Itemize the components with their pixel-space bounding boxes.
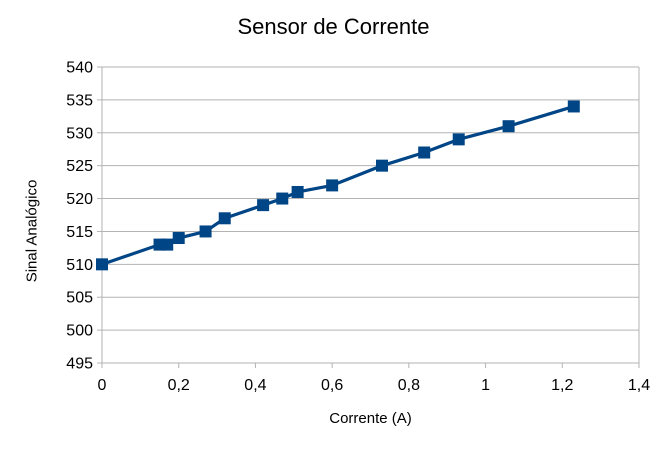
data-point (326, 179, 339, 192)
x-tick-label: 0,4 (244, 377, 266, 394)
x-tick-label: 0,2 (168, 377, 190, 394)
axes (97, 66, 640, 368)
y-tick-labels: 495 500 505 510 515 520 525 530 535 540 (66, 60, 93, 373)
y-tick-label: 520 (66, 191, 93, 208)
y-tick-label: 500 (66, 323, 93, 340)
y-tick-label: 525 (66, 158, 93, 175)
data-point (161, 238, 174, 251)
data-point (452, 133, 465, 146)
y-tick-label: 515 (66, 224, 93, 241)
gridlines (102, 66, 639, 364)
x-tick-label: 0 (98, 377, 107, 394)
data-point (376, 159, 389, 172)
y-axis-label: Sinal Analógico (23, 179, 41, 283)
data-point (567, 100, 580, 113)
y-tick-label: 505 (66, 290, 93, 307)
y-tick-label: 540 (66, 60, 93, 77)
y-tick-label: 535 (66, 92, 93, 109)
x-axis-label: Corrente (A) (329, 410, 412, 427)
data-point (199, 225, 212, 238)
data-point (218, 212, 231, 225)
y-tick-label: 510 (66, 257, 93, 274)
x-tick-label: 0,6 (321, 377, 343, 394)
data-point (502, 120, 515, 133)
x-tick-label: 0,8 (398, 377, 420, 394)
x-tick-label: 1,4 (628, 377, 650, 394)
x-tick-labels: 0 0,2 0,4 0,6 0,8 1 1,2 1,4 (98, 377, 651, 394)
series-group (96, 100, 580, 271)
x-tick-label: 1,2 (551, 377, 573, 394)
data-point (276, 192, 289, 205)
y-tick-label: 495 (66, 356, 93, 373)
data-point (291, 185, 304, 198)
data-point (96, 258, 108, 271)
y-tick-label: 530 (66, 125, 93, 142)
data-point (257, 199, 270, 212)
chart-title: Sensor de Corrente (237, 14, 430, 39)
data-point (172, 232, 185, 245)
x-tick-label: 1 (481, 377, 490, 394)
data-point (418, 146, 431, 159)
